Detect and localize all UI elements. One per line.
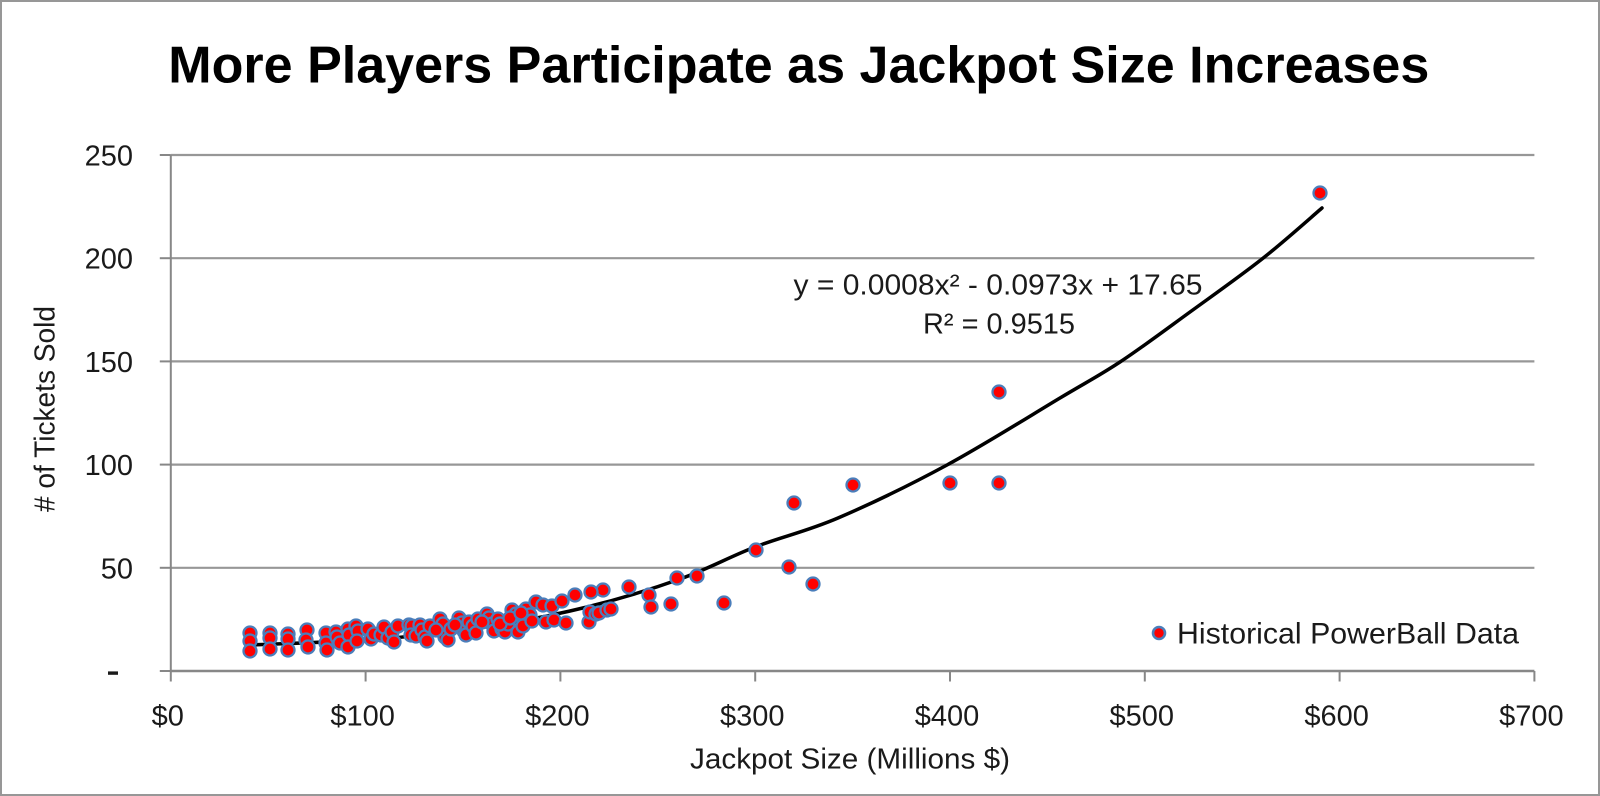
svg-text:100: 100	[85, 450, 133, 482]
svg-text:$700: $700	[1499, 701, 1564, 733]
svg-text:Jackpot Size (Millions $): Jackpot Size (Millions $)	[690, 744, 1010, 776]
svg-text:$100: $100	[330, 701, 395, 733]
svg-text:200: 200	[85, 244, 133, 276]
svg-text:# of Tickets Sold: # of Tickets Sold	[30, 306, 62, 512]
svg-text:250: 250	[85, 141, 133, 173]
svg-text:R² = 0.9515: R² = 0.9515	[923, 309, 1075, 341]
svg-text:50: 50	[101, 553, 133, 585]
svg-text:$200: $200	[525, 701, 590, 733]
svg-text:$600: $600	[1304, 701, 1369, 733]
svg-text:$300: $300	[720, 701, 785, 733]
svg-text:$400: $400	[915, 701, 980, 733]
svg-text:Historical PowerBall Data: Historical PowerBall Data	[1177, 618, 1519, 651]
svg-text:$0: $0	[152, 701, 184, 733]
svg-text:More Players Participate as Ja: More Players Participate as Jackpot Size…	[168, 37, 1429, 95]
svg-text:y = 0.0008x² - 0.0973x + 17.65: y = 0.0008x² - 0.0973x + 17.65	[794, 270, 1203, 302]
svg-text:$500: $500	[1110, 701, 1175, 733]
svg-text:150: 150	[85, 347, 133, 379]
